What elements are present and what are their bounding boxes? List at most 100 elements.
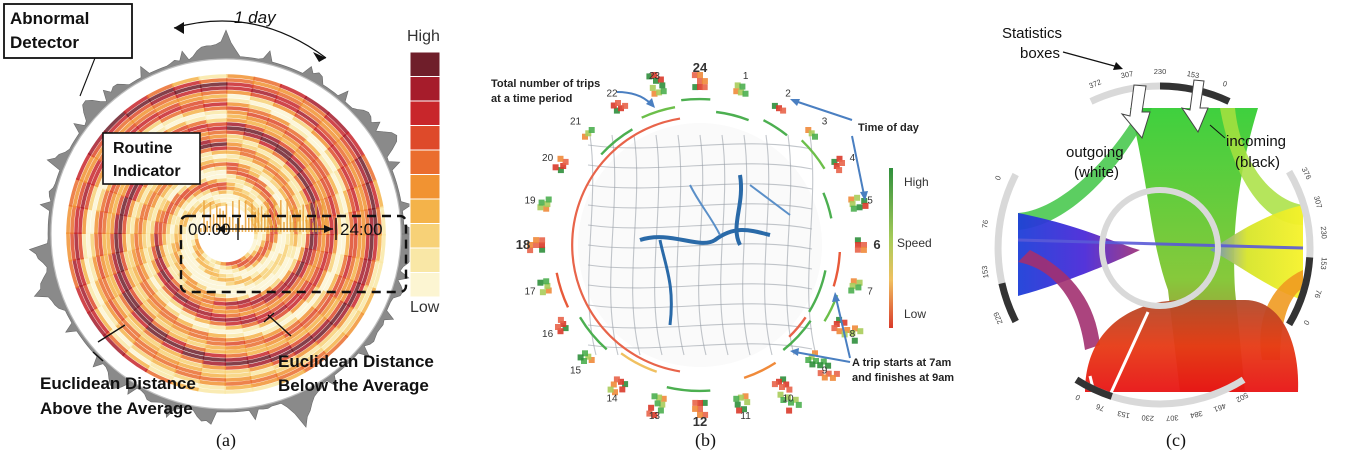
histogram-bar <box>216 205 218 232</box>
heat-cell <box>174 241 181 252</box>
hour-label: 22 <box>606 89 618 100</box>
histogram-bar <box>254 211 256 232</box>
heat-cell <box>224 348 247 354</box>
heat-cell <box>182 233 187 242</box>
road-line <box>587 223 813 230</box>
heat-cell <box>211 308 227 314</box>
heat-cell <box>207 279 218 285</box>
trip-block <box>646 73 653 80</box>
trip-block <box>702 411 709 418</box>
heat-cell <box>146 219 152 235</box>
total-trips-label-1: Total number of trips <box>491 78 600 90</box>
trip-block <box>795 401 802 408</box>
heat-cell <box>225 138 244 144</box>
dist-above-label-2: Above the Average <box>40 399 193 418</box>
heat-cell <box>106 211 112 235</box>
heat-cell <box>271 242 277 253</box>
heat-cell <box>211 150 227 155</box>
abnormal-detector-pointer <box>79 57 96 97</box>
trip-block <box>612 389 618 396</box>
hour-label: 6 <box>873 237 880 252</box>
heat-cell <box>138 233 144 250</box>
heat-cell <box>217 273 227 278</box>
heat-cell <box>225 154 241 160</box>
total-trips-arrowhead <box>646 98 655 108</box>
heat-cell <box>154 233 159 247</box>
heat-cell <box>209 186 219 193</box>
heat-cell <box>225 194 234 199</box>
heat-cell <box>225 297 238 302</box>
histogram-bar <box>248 217 250 232</box>
heat-cell <box>230 202 238 208</box>
heat-cell <box>225 174 237 179</box>
heat-cell <box>234 183 245 189</box>
trip-block <box>613 376 620 383</box>
heat-cell <box>210 204 217 210</box>
tick-right: 307 <box>1312 195 1324 210</box>
trip-block <box>659 401 666 408</box>
heat-cell <box>212 158 227 163</box>
trip-block <box>552 164 559 171</box>
dist-below-label-2: Below the Average <box>278 376 429 395</box>
heat-cell <box>146 233 151 248</box>
trip-block <box>817 370 824 377</box>
speed-legend-title: Speed <box>897 236 932 250</box>
heat-cell <box>273 224 278 235</box>
abnormal-detector-box <box>3 3 133 59</box>
hour-label: 1 <box>743 71 749 82</box>
heat-cell <box>225 170 238 175</box>
trip-block <box>539 246 546 253</box>
trip-block <box>533 242 539 248</box>
road-line <box>587 163 813 170</box>
trip-block <box>543 205 550 212</box>
trip-block <box>527 247 534 254</box>
hour-label: 4 <box>850 153 856 164</box>
tick-left: 153 <box>980 265 991 279</box>
trip-block <box>857 328 864 335</box>
trip-block <box>646 410 653 417</box>
trip-block <box>742 90 749 97</box>
statistics-tick-labels: 0 153 230 307 372 376 307 230 153 76 0 0 76 153 229 0 76… <box>980 67 1329 423</box>
trip-block <box>734 401 741 408</box>
trip-block <box>610 381 617 388</box>
heat-cell <box>304 233 310 250</box>
heat-cell <box>216 182 227 187</box>
heat-cell <box>206 336 227 342</box>
heat-cell <box>207 328 227 334</box>
road-line <box>764 134 773 356</box>
heat-cell <box>225 150 242 156</box>
heat-cell <box>205 118 228 124</box>
trip-arc <box>715 110 750 122</box>
trip-arc <box>600 128 634 156</box>
panel-b: 241234567891011121314151617181920212223 … <box>491 60 954 451</box>
trip-block <box>829 374 836 381</box>
heat-cell <box>261 233 266 242</box>
trip-arc <box>555 272 570 308</box>
tick-top: 230 <box>1154 67 1167 76</box>
trip-block <box>786 386 793 393</box>
heat-cell <box>210 190 220 197</box>
trip-block <box>808 130 815 137</box>
legend-a-swatch <box>409 174 441 200</box>
road-line <box>587 183 813 190</box>
trip-block <box>777 391 784 398</box>
main-road <box>639 228 771 245</box>
trip-block <box>862 202 869 209</box>
heat-cell <box>203 102 228 108</box>
road-line <box>742 134 751 356</box>
trip-note-arrow-a <box>794 351 851 363</box>
trip-block <box>697 406 703 412</box>
tick-left: 0 <box>993 174 1003 181</box>
heat-cell <box>118 232 124 253</box>
trip-block <box>577 354 584 361</box>
trip-block <box>836 167 843 174</box>
histogram-bar <box>267 202 269 232</box>
heat-cell <box>269 233 274 243</box>
hour-label: 2 <box>785 89 791 100</box>
heat-cell <box>213 297 227 302</box>
trip-note-arrowhead-b <box>832 292 840 302</box>
heat-cell <box>182 218 189 228</box>
heat-cell <box>263 240 270 250</box>
heat-cell <box>224 336 245 342</box>
